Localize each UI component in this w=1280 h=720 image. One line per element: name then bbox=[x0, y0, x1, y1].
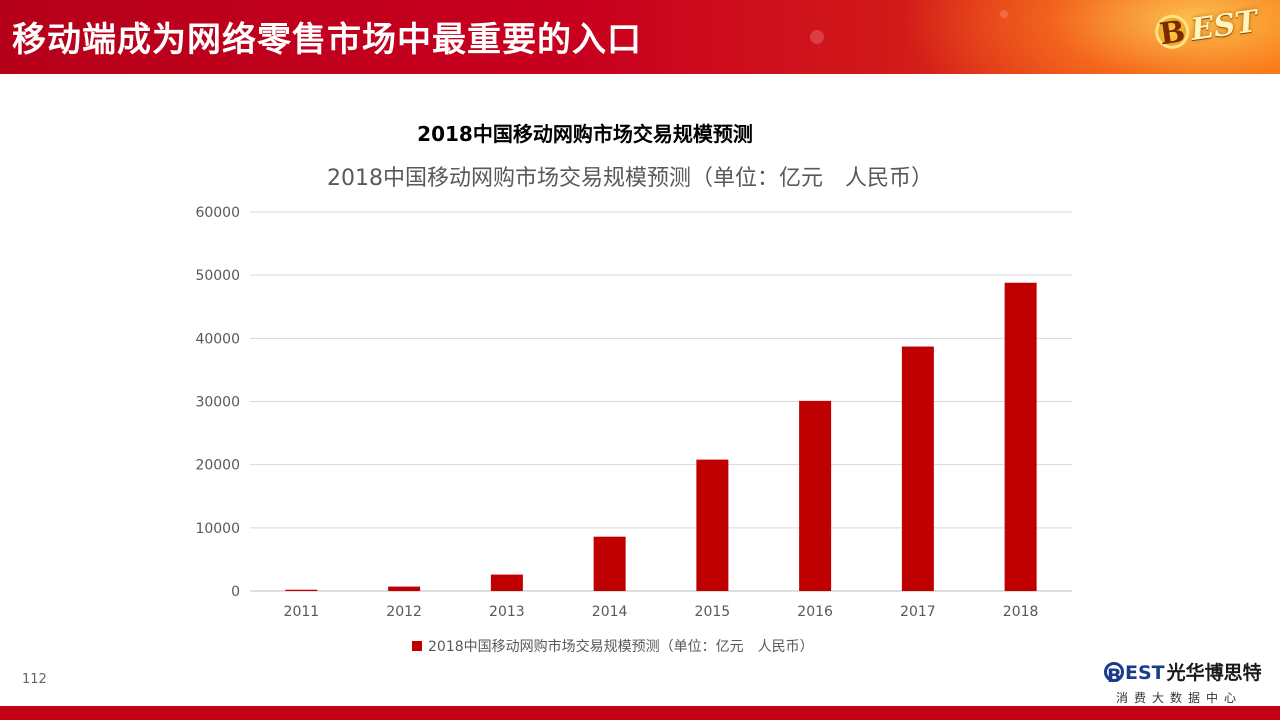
y-tick-label: 60000 bbox=[195, 205, 240, 221]
x-tick-label: 2011 bbox=[284, 604, 320, 620]
y-tick-label: 0 bbox=[231, 584, 240, 600]
bar bbox=[285, 589, 318, 591]
y-tick-label: 40000 bbox=[195, 331, 240, 347]
footer-brand-chinese: 光华博思特 bbox=[1166, 662, 1262, 684]
bar bbox=[388, 586, 421, 591]
y-tick-label: 50000 bbox=[195, 268, 240, 284]
y-tick-label: 20000 bbox=[195, 458, 240, 474]
x-tick-label: 2013 bbox=[489, 604, 525, 620]
legend-swatch bbox=[412, 641, 422, 651]
x-tick-label: 2016 bbox=[797, 604, 833, 620]
footer-brand-latin: EST bbox=[1125, 662, 1165, 684]
bar bbox=[490, 574, 523, 591]
footer-logo: B EST 光华博思特 消费大数据中心 bbox=[1104, 658, 1264, 706]
x-tick-label: 2012 bbox=[386, 604, 422, 620]
bar bbox=[799, 400, 832, 591]
x-tick-label: 2017 bbox=[900, 604, 936, 620]
y-tick-label: 30000 bbox=[195, 395, 240, 411]
bar-chart: 2018中国移动网购市场交易规模预测（单位：亿元 人民币） 0 10000 20000… bbox=[195, 166, 1072, 655]
footer-subtitle: 消费大数据中心 bbox=[1116, 691, 1243, 705]
x-tick-label: 2015 bbox=[695, 604, 731, 620]
legend-label: 2018中国移动网购市场交易规模预测（单位：亿元 人民币） bbox=[428, 638, 814, 655]
header-glow bbox=[900, 0, 1280, 74]
bottom-bar bbox=[0, 706, 1280, 720]
page-title: 移动端成为网络零售市场中最重要的入口 bbox=[12, 20, 642, 60]
footer-brand: B EST 光华博思特 bbox=[1104, 658, 1264, 687]
y-tick-label: 10000 bbox=[195, 521, 240, 537]
x-tick-label: 2014 bbox=[592, 604, 628, 620]
chart-title: 2018中国移动网购市场交易规模预测（单位：亿元 人民币） bbox=[327, 166, 933, 191]
page-number: 112 bbox=[22, 672, 47, 687]
bar bbox=[1004, 282, 1037, 591]
bar bbox=[593, 536, 626, 591]
bar bbox=[901, 346, 934, 591]
decor-dot bbox=[810, 30, 824, 44]
chart-heading: 2018中国移动网购市场交易规模预测 bbox=[417, 122, 753, 146]
header-banner: 移动端成为网络零售市场中最重要的入口 BEST bbox=[0, 0, 1280, 74]
footer-logo-letter: B bbox=[1104, 662, 1124, 687]
x-tick-label: 2018 bbox=[1003, 604, 1039, 620]
bar bbox=[696, 459, 729, 591]
decor-dot bbox=[1000, 10, 1008, 18]
